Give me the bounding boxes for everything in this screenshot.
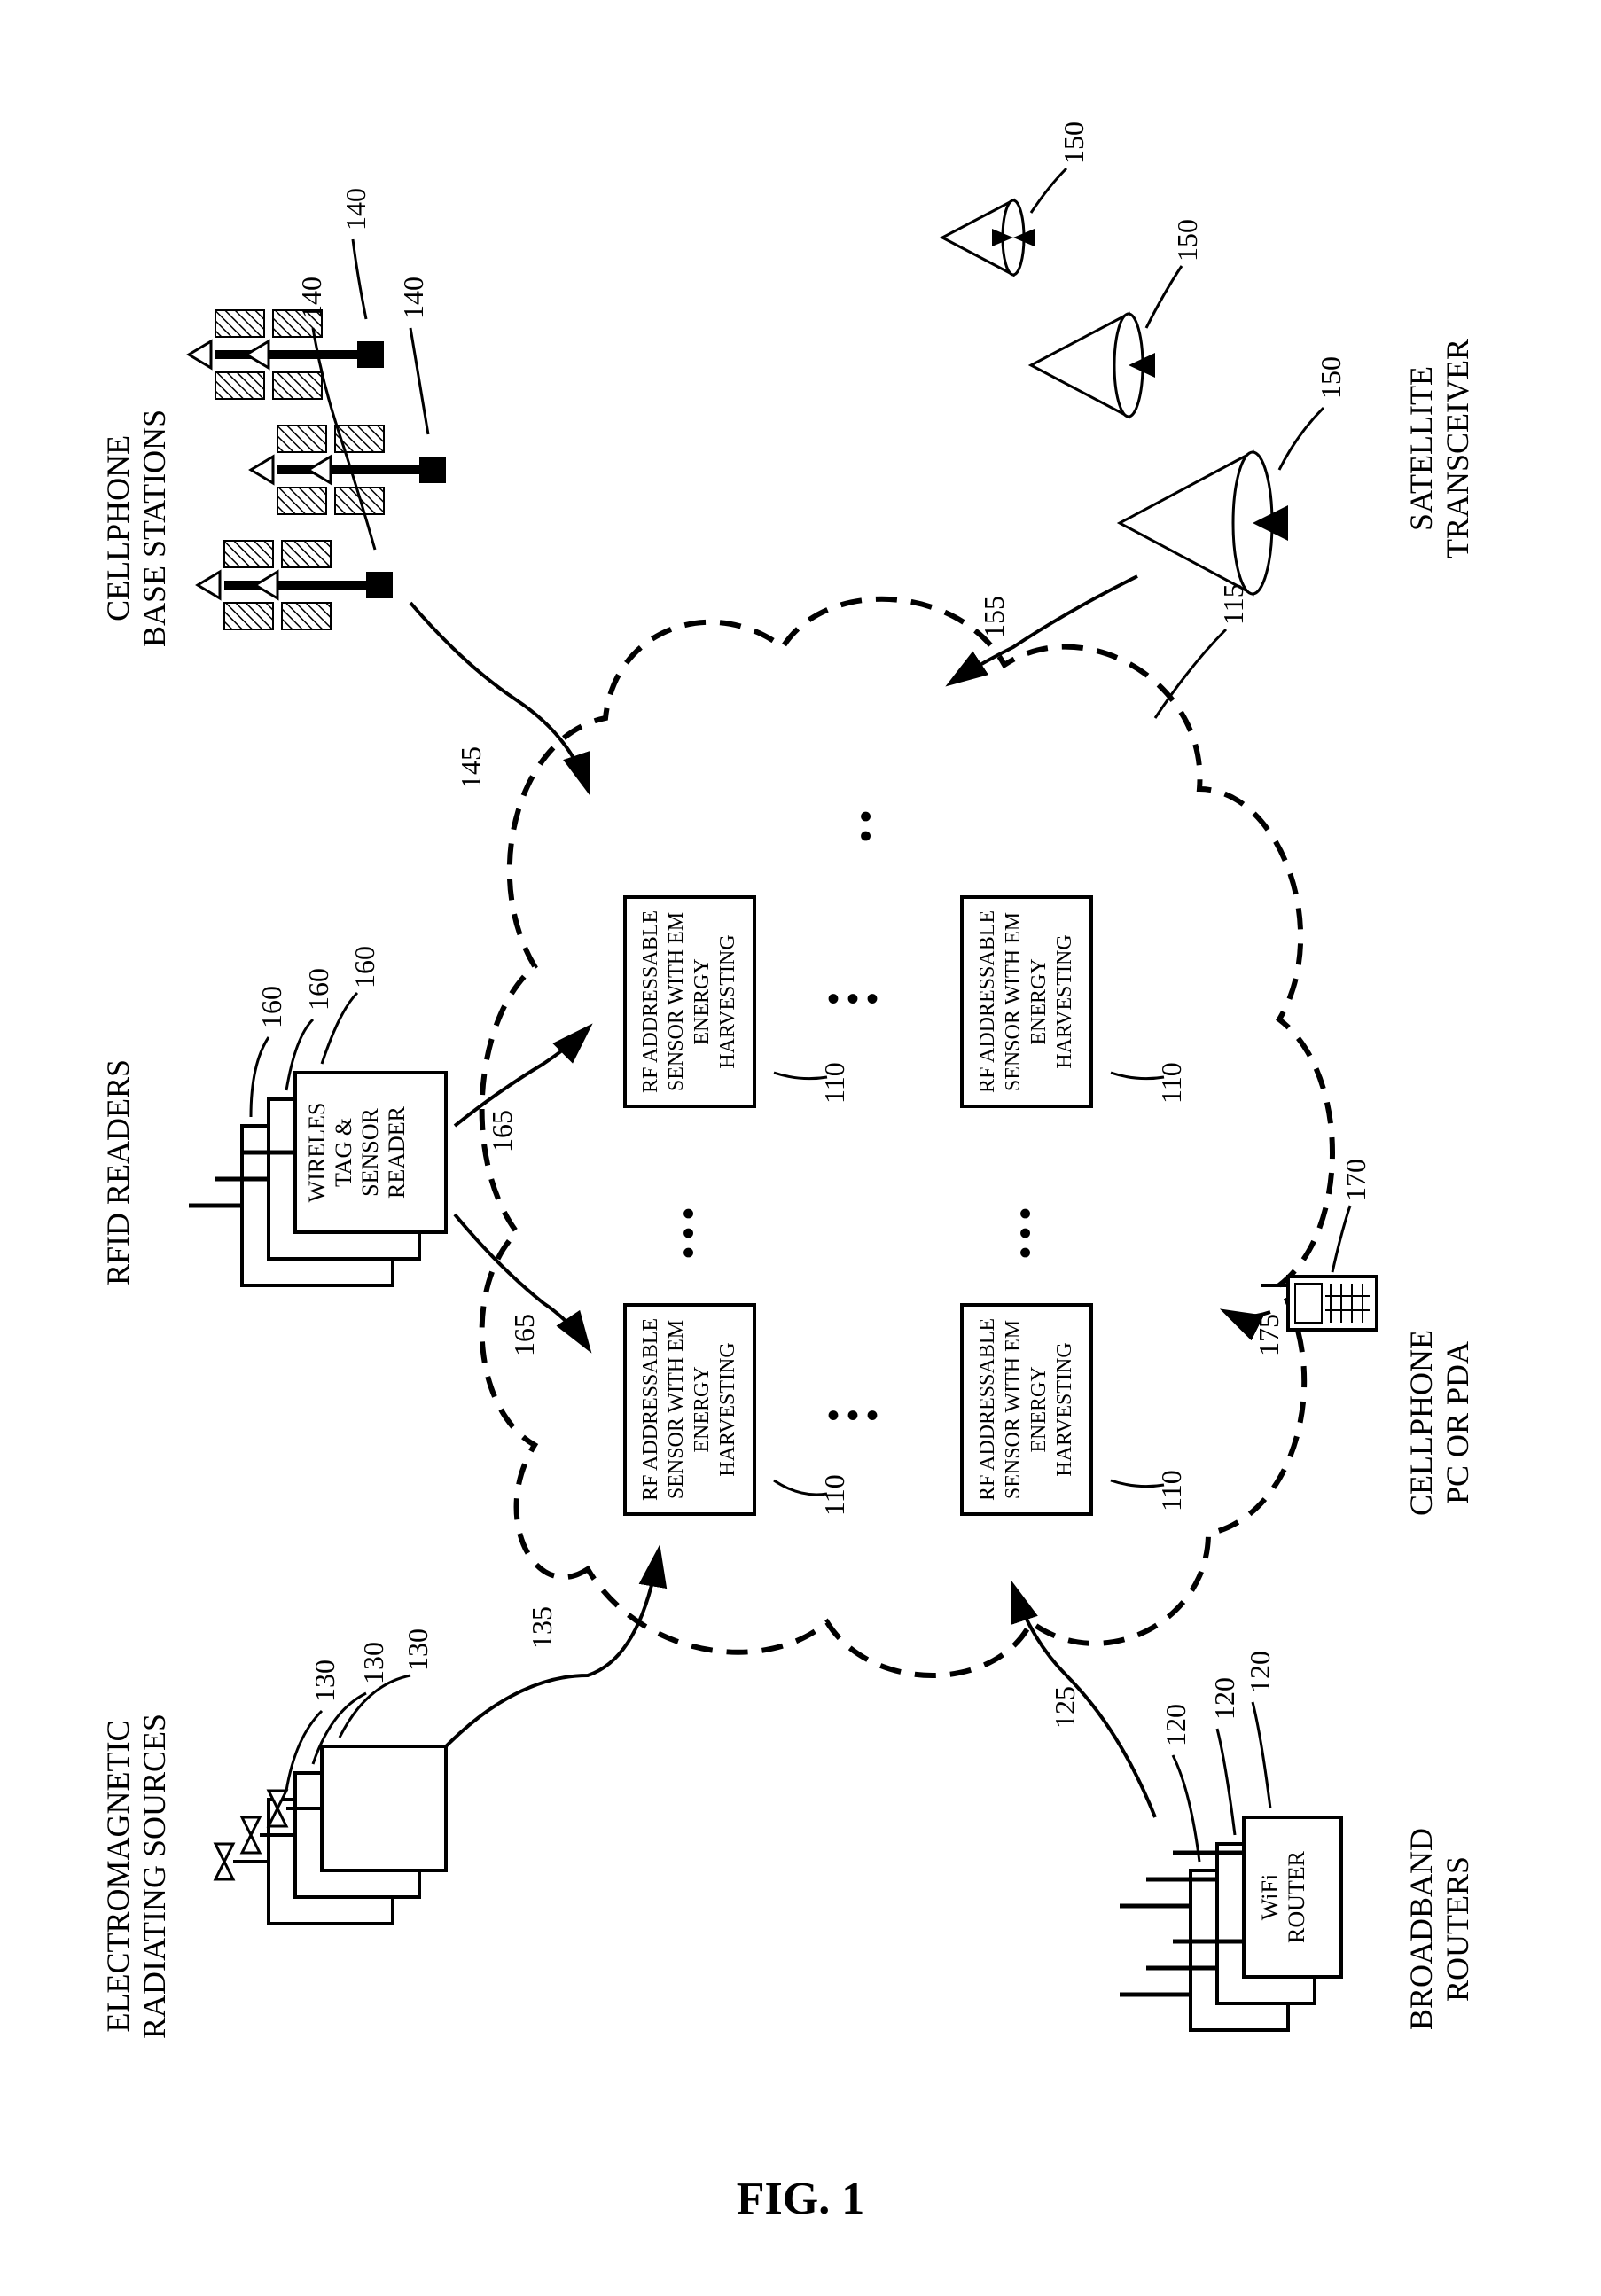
sensor-box-2-text: RF ADDRESSABLE SENSOR WITH EM ENERGY HAR… [638,902,740,1101]
ref-135: 135 [526,1606,558,1649]
ref-120-3: 120 [1244,1651,1277,1693]
wifi-router-box-label: WiFi ROUTER [1257,1835,1310,1959]
satellite-3 [942,200,1035,275]
tower-3 [189,310,384,399]
ref-140-1: 140 [295,277,328,319]
dots-h1: ••• [668,1200,709,1259]
sensor-box-3: RF ADDRESSABLE SENSOR WITH EM ENERGY HAR… [960,1303,1093,1516]
ref-165-2: 165 [486,1110,519,1152]
dots-v2: ••• [827,978,886,1019]
diagram-canvas: ELECTROMAGNETIC RADIATING SOURCES RFID R… [91,44,1510,2172]
arrow-145 [410,603,588,789]
ref-160-1: 160 [255,986,288,1028]
ref-155: 155 [978,596,1011,638]
arrow-125 [1013,1587,1155,1817]
ref-115: 115 [1217,583,1250,625]
ref-110-3: 110 [1155,1470,1188,1511]
dots-h2: ••• [1004,1200,1046,1259]
satellites-group [942,200,1288,594]
figure-caption: FIG. 1 [737,2173,864,2225]
satellite-1 [1120,452,1288,594]
ref-110-2: 110 [818,1062,851,1104]
sensor-box-4: RF ADDRESSABLE SENSOR WITH EM ENERGY HAR… [960,895,1093,1108]
ref-140-3: 140 [397,277,430,319]
ref-145: 145 [455,746,488,789]
ref-130-3: 130 [402,1628,434,1671]
em-sources-group [215,1746,446,1924]
ref-110-1: 110 [818,1474,851,1516]
sensor-box-3-text: RF ADDRESSABLE SENSOR WITH EM ENERGY HAR… [975,1310,1077,1509]
dots-h3: •• [845,803,886,842]
ref-150-2: 150 [1171,219,1204,262]
dots-v1: ••• [827,1394,886,1436]
ref-110-4: 110 [1155,1062,1188,1104]
ref-130-1: 130 [308,1660,341,1702]
sensor-box-2: RF ADDRESSABLE SENSOR WITH EM ENERGY HAR… [623,895,756,1108]
satellite-2 [1031,314,1155,417]
ref-175: 175 [1253,1314,1285,1356]
ref-150-1: 150 [1315,356,1347,399]
ref-150-3: 150 [1058,121,1090,164]
ref-165-1: 165 [508,1314,541,1356]
sensor-box-1: RF ADDRESSABLE SENSOR WITH EM ENERGY HAR… [623,1303,756,1516]
arrow-135 [446,1551,659,1746]
arrow-165b [455,1028,588,1126]
ref-170: 170 [1339,1159,1372,1201]
ref-160-2: 160 [302,968,335,1011]
tower-2 [251,426,446,514]
ref-125: 125 [1049,1686,1082,1729]
tower-1 [198,541,393,629]
sensor-cloud [482,599,1332,1675]
ref-120-1: 120 [1160,1704,1192,1746]
sensor-box-4-text: RF ADDRESSABLE SENSOR WITH EM ENERGY HAR… [975,902,1077,1101]
sensor-box-1-text: RF ADDRESSABLE SENSOR WITH EM ENERGY HAR… [638,1310,740,1509]
ref-140-2: 140 [340,188,372,230]
wireless-reader-box-label: WIRELES TAG & SENSOR READER [304,1086,410,1219]
ref-160-3: 160 [348,946,381,988]
ref-130-2: 130 [357,1642,390,1684]
ref-120-2: 120 [1208,1677,1241,1720]
